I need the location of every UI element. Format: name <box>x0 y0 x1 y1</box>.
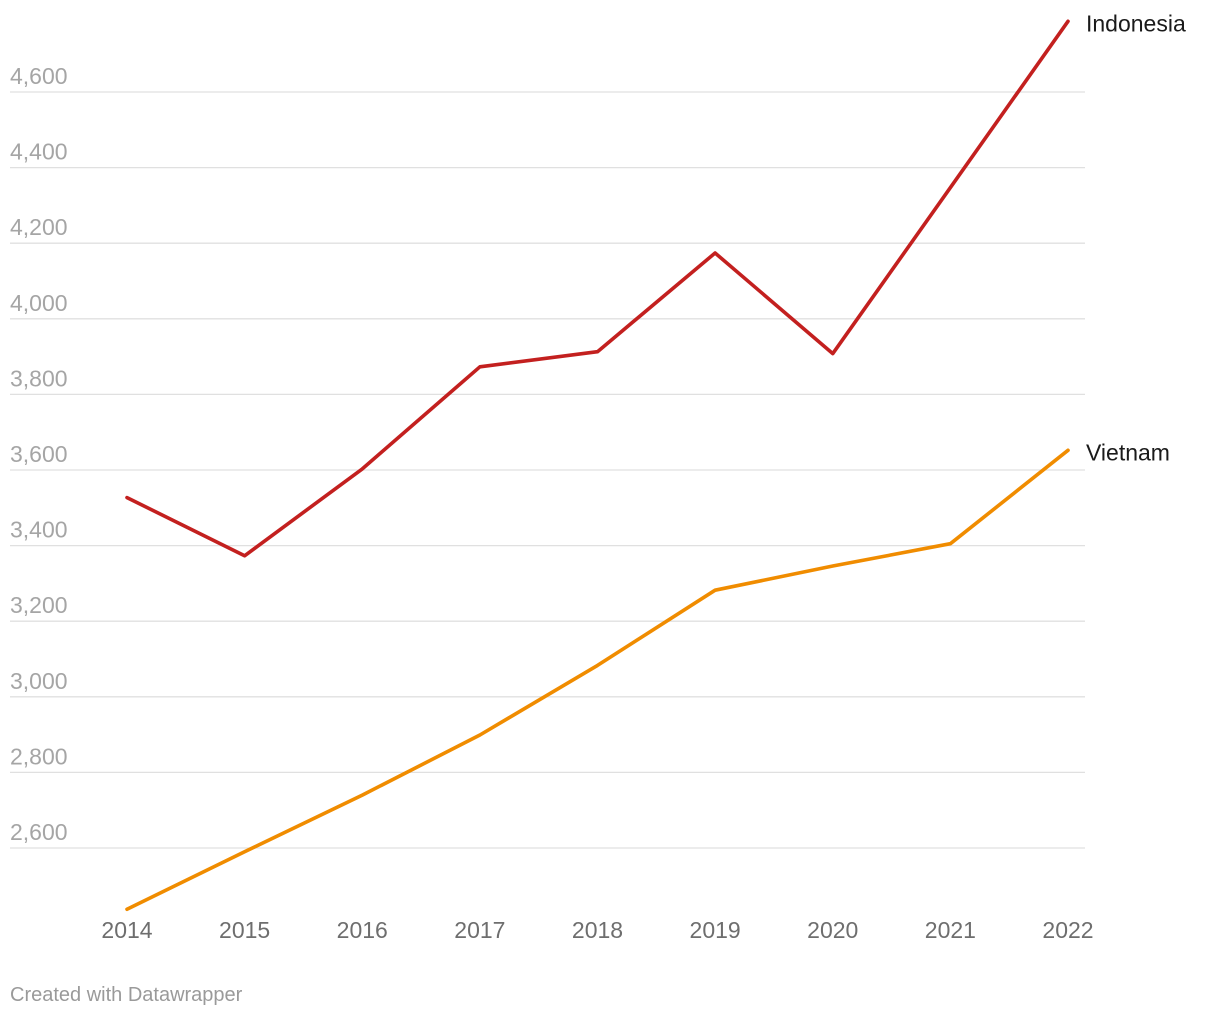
x-axis-labels: 2014 2015 2016 2017 2018 2019 2020 2021 2022 <box>101 917 1093 943</box>
x-tick-label: 2022 <box>1042 917 1093 943</box>
y-tick-label: 3,200 <box>10 592 68 618</box>
x-tick-label: 2016 <box>337 917 388 943</box>
series-label-vietnam: Vietnam <box>1086 439 1170 465</box>
line-chart: 2,600 2,800 3,000 3,200 3,400 3,600 3,800 4,000… <box>10 10 1186 943</box>
series-line-indonesia <box>125 19 1070 558</box>
gridlines <box>10 91 1085 849</box>
y-tick-label: 4,200 <box>10 214 68 240</box>
y-axis-labels: 2,600 2,800 3,000 3,200 3,400 3,600 3,800 4,000… <box>10 63 68 845</box>
y-tick-label: 3,400 <box>10 517 68 543</box>
series-line-vietnam <box>125 448 1070 912</box>
y-tick-label: 4,400 <box>10 139 68 165</box>
credit-text: Created with Datawrapper <box>10 984 243 1006</box>
x-tick-label: 2018 <box>572 917 623 943</box>
series-label-indonesia: Indonesia <box>1086 10 1186 36</box>
x-tick-label: 2017 <box>454 917 505 943</box>
y-tick-label: 4,600 <box>10 63 68 89</box>
series-lines <box>125 19 1070 912</box>
y-tick-label: 3,800 <box>10 365 68 391</box>
y-tick-label: 4,000 <box>10 290 68 316</box>
y-tick-label: 2,600 <box>10 819 68 845</box>
x-tick-label: 2021 <box>925 917 976 943</box>
x-tick-label: 2019 <box>690 917 741 943</box>
series-labels: Indonesia Vietnam <box>1086 10 1186 465</box>
x-tick-label: 2015 <box>219 917 270 943</box>
y-tick-label: 2,800 <box>10 743 68 769</box>
x-tick-label: 2014 <box>101 917 152 943</box>
x-tick-label: 2020 <box>807 917 858 943</box>
y-tick-label: 3,000 <box>10 668 68 694</box>
y-tick-label: 3,600 <box>10 441 68 467</box>
